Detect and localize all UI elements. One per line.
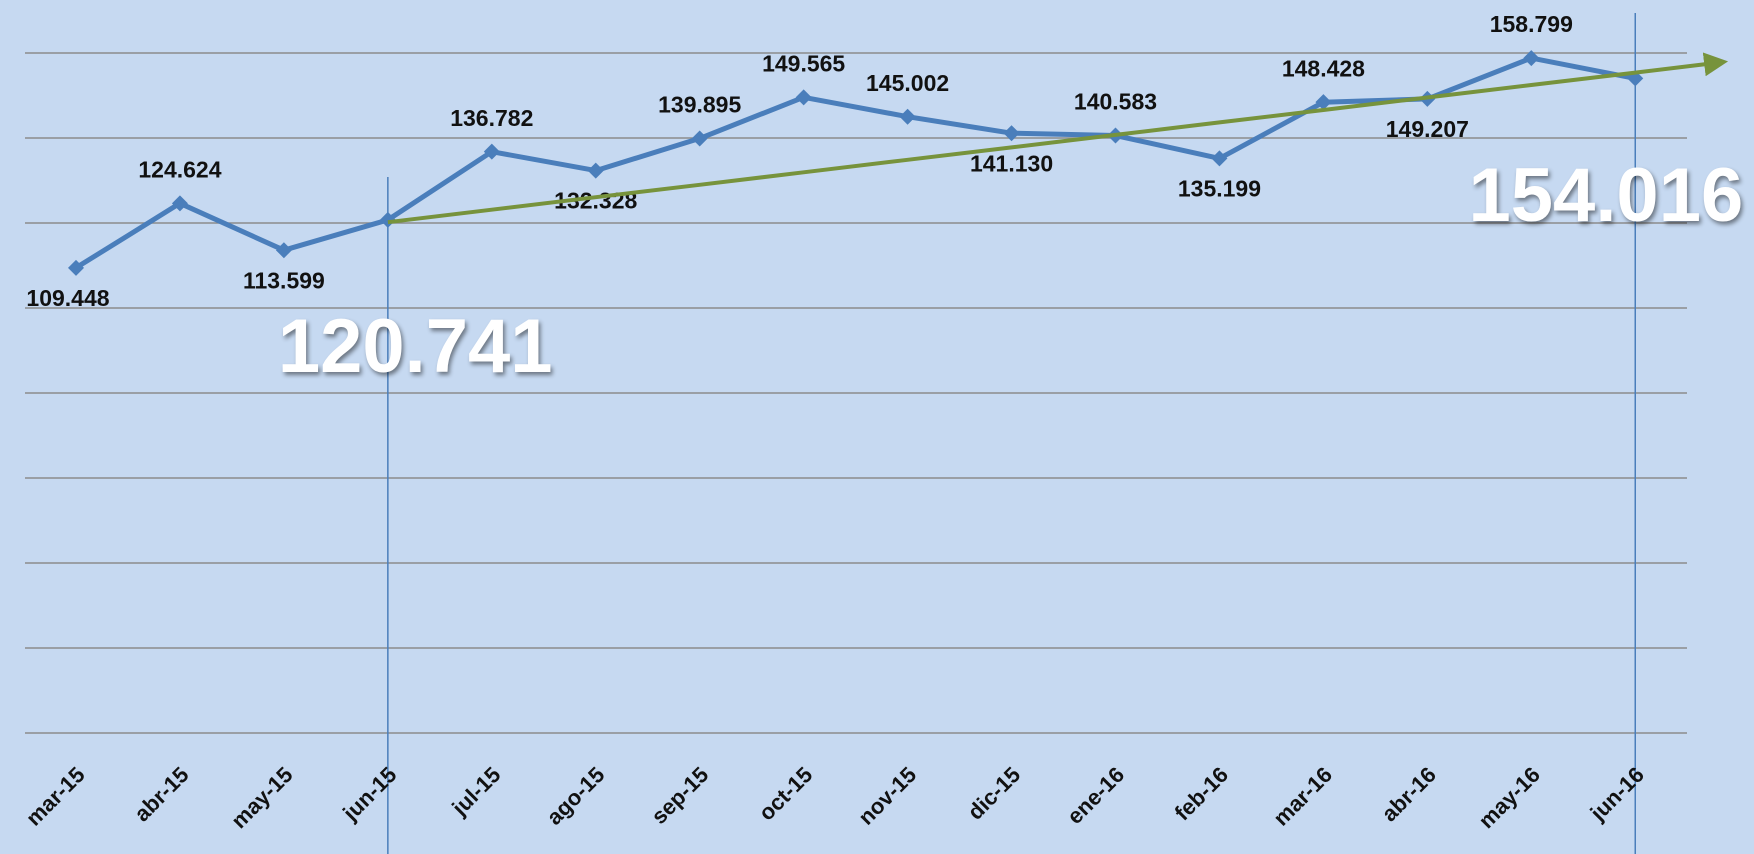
- data-label: 124.624: [138, 156, 221, 182]
- series-line: [74, 55, 1636, 270]
- point-marker: [483, 143, 500, 160]
- point-marker: [795, 89, 812, 106]
- point-marker: [1523, 50, 1540, 67]
- highlight-label: 120.741: [278, 304, 553, 389]
- data-label: 158.799: [1490, 11, 1573, 37]
- highlight-label: 154.016: [1469, 153, 1744, 238]
- data-label: 141.130: [970, 150, 1053, 176]
- data-label: 139.895: [658, 92, 741, 118]
- data-label: 148.428: [1282, 55, 1365, 81]
- trend-line: [387, 52, 1729, 225]
- point-marker: [171, 195, 188, 212]
- data-label: 113.599: [243, 267, 325, 293]
- point-marker: [379, 211, 396, 228]
- point-marker: [899, 108, 916, 125]
- point-marker: [1003, 125, 1020, 142]
- data-label: 136.782: [450, 105, 533, 131]
- data-label: 109.448: [26, 285, 109, 311]
- data-label: 145.002: [866, 70, 949, 96]
- point-marker: [587, 162, 604, 179]
- point-marker: [1315, 94, 1332, 111]
- data-label: 149.207: [1386, 116, 1469, 142]
- point-marker: [68, 259, 84, 276]
- data-label: 149.565: [762, 50, 845, 76]
- point-marker: [275, 242, 292, 259]
- point-marker: [1211, 150, 1228, 167]
- data-label: 140.583: [1074, 89, 1157, 115]
- point-marker: [691, 130, 708, 147]
- data-label: 135.199: [1178, 175, 1261, 201]
